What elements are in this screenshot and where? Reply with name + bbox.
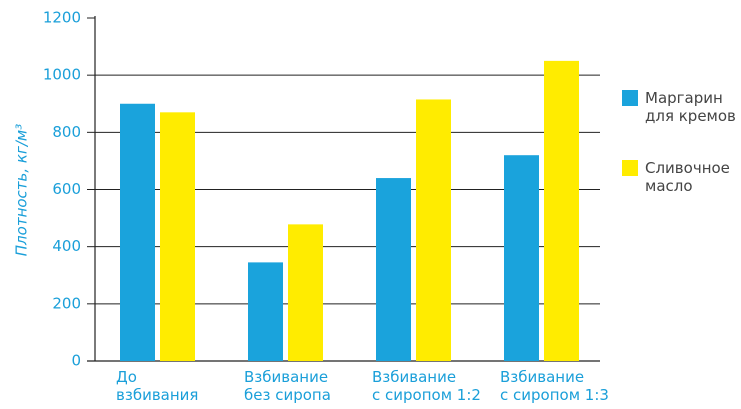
y-tick-label: 400 xyxy=(52,237,81,255)
x-tick-label: Взбивание с сиропом 1:3 xyxy=(500,368,609,404)
bar xyxy=(504,155,539,361)
y-tick-label: 200 xyxy=(52,294,81,312)
bar xyxy=(160,112,195,361)
y-tick-label: 1200 xyxy=(43,9,81,27)
y-tick-label: 800 xyxy=(52,123,81,141)
y-tick-label: 600 xyxy=(52,180,81,198)
x-tick-label: Взбивание с сиропом 1:2 xyxy=(372,368,481,404)
y-tick-label: 1000 xyxy=(43,66,81,84)
bar xyxy=(288,224,323,361)
y-axis-label: Плотность, кг/м³ xyxy=(13,124,31,256)
bar xyxy=(544,60,579,361)
legend-label: Сливочное масло xyxy=(645,159,730,195)
bar xyxy=(376,178,411,361)
legend-label: Маргарин для кремов xyxy=(645,89,736,125)
legend-swatch xyxy=(622,90,638,106)
bar xyxy=(120,103,155,361)
x-tick-label: До взбивания xyxy=(116,368,199,404)
bar xyxy=(416,99,451,362)
y-tick-label: 0 xyxy=(71,352,81,370)
x-tick-label: Взбивание без сиропа xyxy=(244,368,331,404)
legend-swatch xyxy=(622,160,638,176)
bar xyxy=(248,262,283,361)
